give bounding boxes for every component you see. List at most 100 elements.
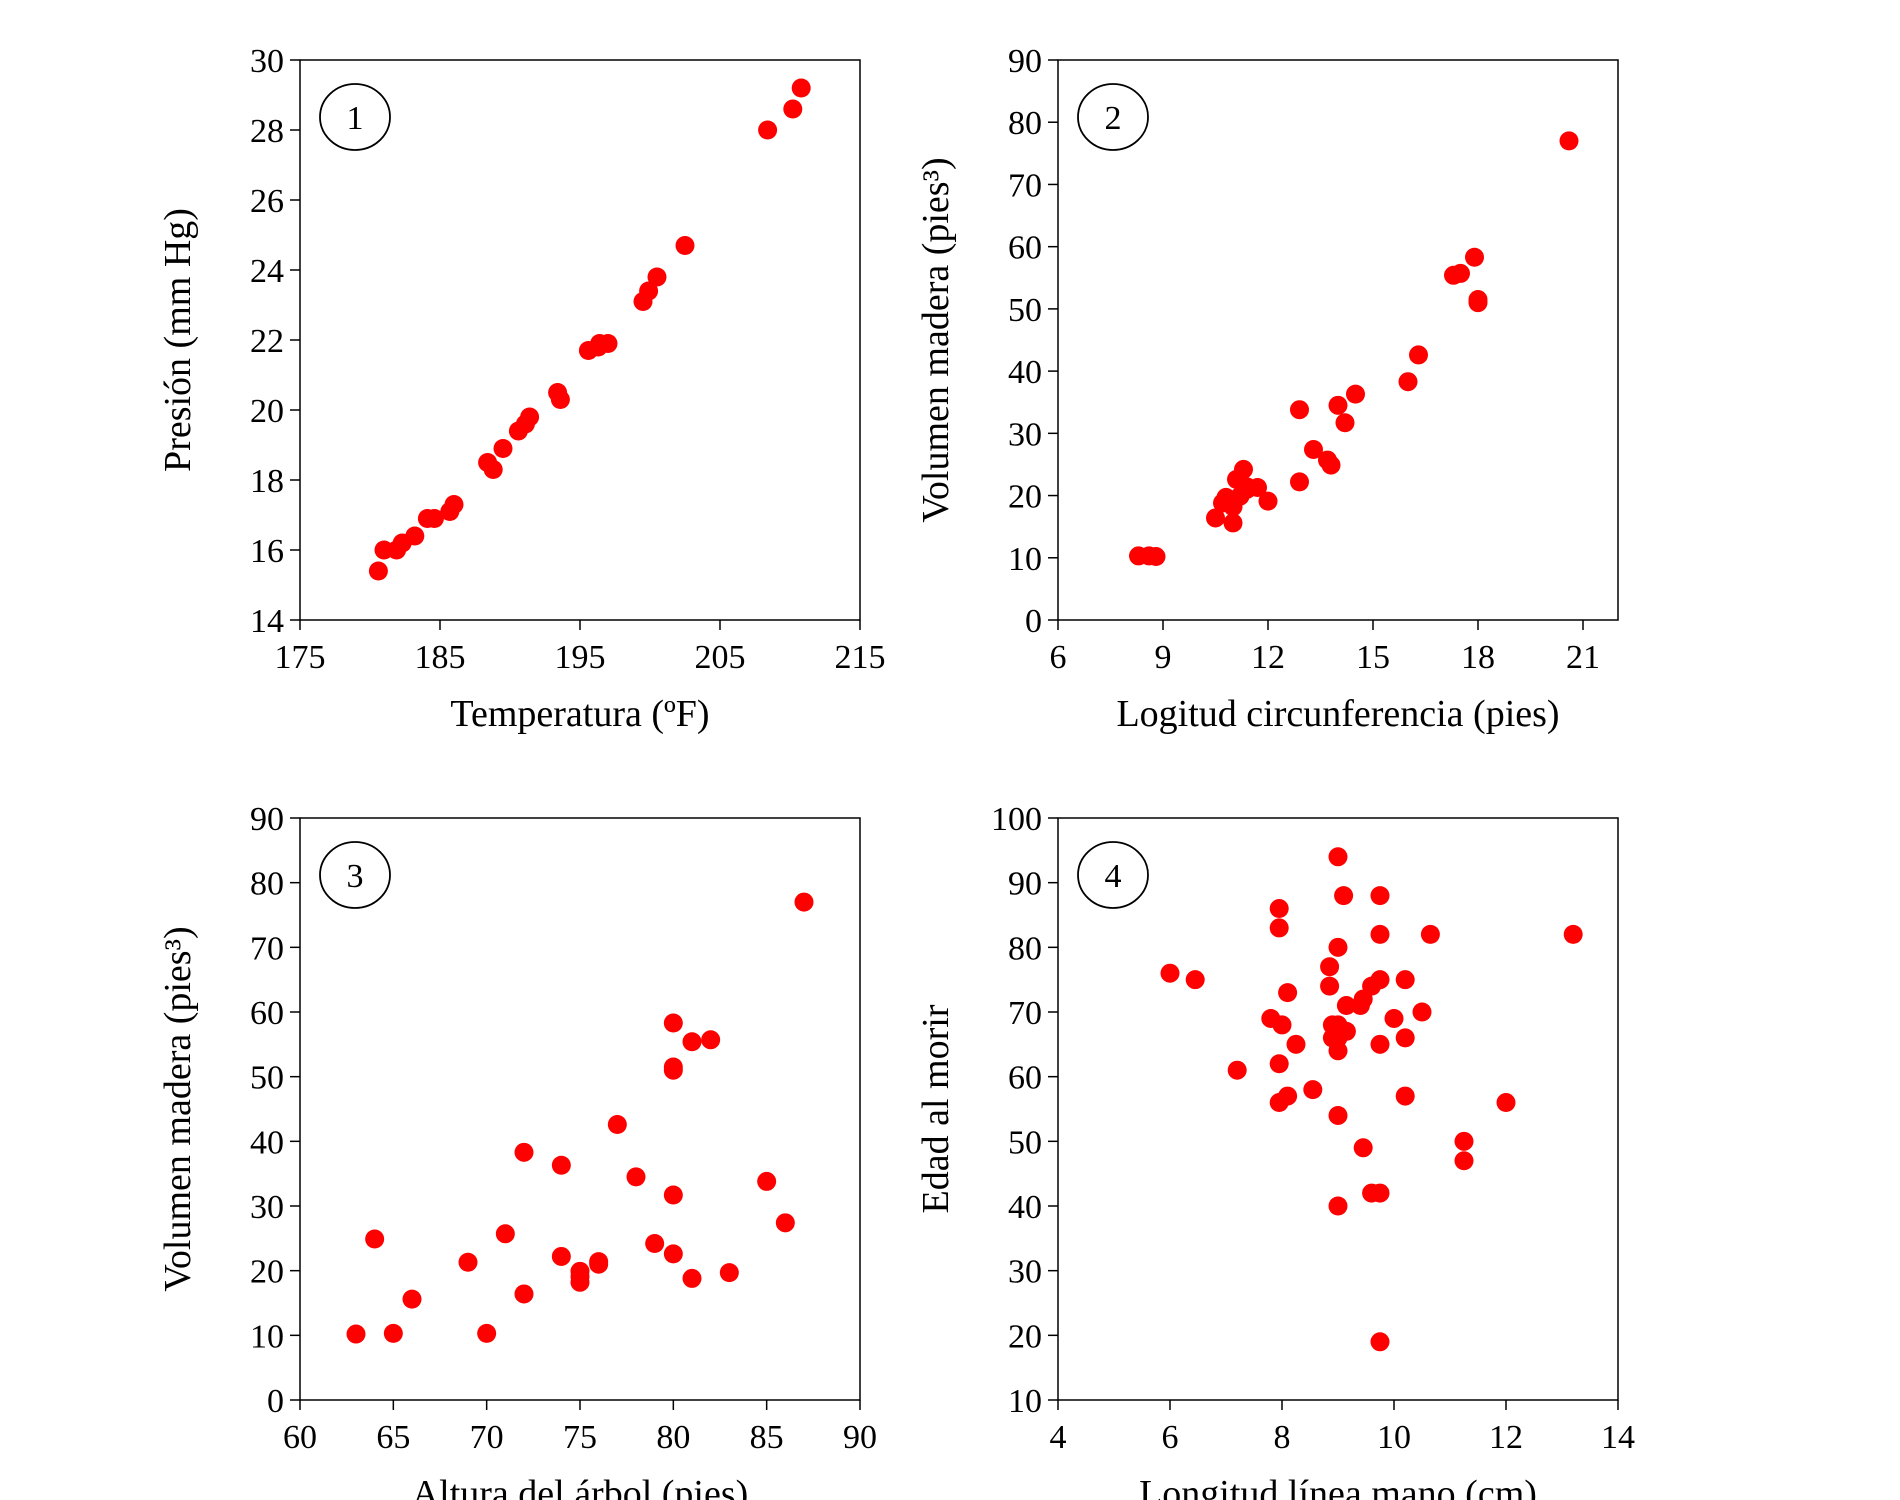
y-tick-label: 60 bbox=[250, 995, 284, 1032]
data-point bbox=[1328, 1196, 1348, 1216]
chart-panel-3: 60 65 70 75 80 85 90 0 10 20 30 40 50 60 70 80 90 Altura … bbox=[157, 801, 877, 1500]
y-tick-label: 60 bbox=[1008, 1060, 1042, 1097]
y-axis-title: Edad al morir bbox=[915, 1004, 957, 1213]
data-point bbox=[550, 390, 570, 409]
x-tick-label: 70 bbox=[470, 1419, 504, 1456]
plot-frame bbox=[299, 817, 861, 1401]
x-tick-label: 215 bbox=[835, 639, 886, 676]
y-tick-label: 50 bbox=[250, 1060, 284, 1097]
data-point bbox=[1328, 1105, 1348, 1125]
x-tick-label: 6 bbox=[1162, 1419, 1179, 1456]
data-point bbox=[570, 1266, 590, 1286]
y-tick-label: 90 bbox=[1008, 43, 1042, 80]
data-point bbox=[1286, 1034, 1306, 1054]
data-point bbox=[1269, 899, 1289, 919]
data-point bbox=[607, 1115, 627, 1135]
data-point bbox=[1412, 1002, 1432, 1022]
data-point bbox=[477, 1323, 497, 1343]
data-point bbox=[1303, 1080, 1323, 1100]
x-tick-label: 205 bbox=[695, 639, 746, 676]
data-point bbox=[1328, 937, 1348, 957]
y-tick-label: 20 bbox=[1008, 479, 1042, 516]
panel-badge-circle bbox=[1077, 83, 1149, 151]
data-point bbox=[444, 495, 464, 514]
data-point bbox=[1395, 970, 1415, 990]
x-tick-label: 12 bbox=[1489, 1419, 1523, 1456]
y-tick-label: 18 bbox=[250, 463, 284, 500]
data-point bbox=[1346, 384, 1365, 404]
data-point bbox=[458, 1252, 478, 1272]
y-tick-label: 26 bbox=[250, 183, 284, 220]
chart-panel-4: 4 6 8 10 12 14 10 20 30 40 50 60 70 80 90 100 Longitud l… bbox=[915, 801, 1635, 1500]
x-axis-title: Temperatura (ºF) bbox=[450, 693, 709, 735]
y-tick-label: 80 bbox=[1008, 930, 1042, 967]
data-point bbox=[1248, 477, 1267, 497]
y-tick-label: 20 bbox=[250, 1254, 284, 1291]
y-axis-title: Presión (mm Hg) bbox=[157, 208, 199, 472]
y-tick-label: 14 bbox=[250, 603, 284, 640]
chart-panel-1: 175 185 195 205 215 14 16 18 20 22 24 26 28 30 Tempera… bbox=[157, 43, 886, 735]
data-point bbox=[1206, 508, 1225, 528]
data-point bbox=[663, 1185, 683, 1205]
y-tick-label: 70 bbox=[1008, 995, 1042, 1032]
data-point bbox=[365, 1229, 385, 1249]
y-tick-label: 40 bbox=[1008, 354, 1042, 391]
panel-badge-circle bbox=[319, 83, 391, 151]
x-tick-label: 21 bbox=[1566, 639, 1600, 676]
data-point bbox=[589, 1252, 609, 1272]
data-point bbox=[495, 1224, 515, 1244]
y-tick-label: 30 bbox=[250, 1189, 284, 1226]
y-tick-label: 0 bbox=[1025, 603, 1042, 640]
data-point bbox=[791, 78, 811, 98]
y-tick-label: 50 bbox=[1008, 292, 1042, 329]
data-point bbox=[514, 1284, 534, 1304]
data-point bbox=[1370, 886, 1390, 906]
data-point bbox=[1328, 847, 1348, 867]
y-tick-label: 100 bbox=[991, 801, 1042, 838]
y-tick-label: 16 bbox=[250, 533, 284, 570]
data-point bbox=[1563, 924, 1583, 944]
y-tick-label: 30 bbox=[250, 43, 284, 80]
data-point bbox=[1350, 996, 1370, 1016]
data-point bbox=[551, 1246, 571, 1266]
data-point bbox=[1468, 293, 1488, 313]
x-tick-label: 185 bbox=[415, 639, 466, 676]
data-point bbox=[1290, 472, 1309, 492]
data-point bbox=[663, 1013, 683, 1033]
data-point bbox=[551, 1155, 571, 1175]
y-tick-label: 24 bbox=[250, 253, 284, 290]
data-point bbox=[675, 236, 695, 255]
data-point bbox=[1335, 413, 1355, 433]
plot-frame bbox=[1057, 59, 1619, 621]
data-point bbox=[647, 267, 667, 287]
y-tick-label: 22 bbox=[250, 323, 284, 360]
data-point bbox=[598, 334, 618, 353]
data-point bbox=[1398, 372, 1418, 392]
y-tick-label: 90 bbox=[1008, 866, 1042, 903]
data-point bbox=[1234, 459, 1253, 479]
x-tick-label: 6 bbox=[1050, 639, 1067, 676]
x-axis-title: Altura del árbol (pies) bbox=[412, 1473, 749, 1500]
data-point bbox=[1269, 1054, 1289, 1074]
data-point bbox=[1269, 1093, 1289, 1113]
x-tick-label: 10 bbox=[1377, 1419, 1411, 1456]
data-point bbox=[1370, 1183, 1390, 1203]
plot-frame bbox=[299, 59, 861, 621]
y-tick-label: 80 bbox=[250, 866, 284, 903]
data-point bbox=[368, 561, 388, 581]
y-tick-label: 0 bbox=[267, 1383, 284, 1420]
data-point bbox=[514, 1142, 534, 1162]
x-tick-label: 4 bbox=[1050, 1419, 1067, 1456]
y-tick-label: 28 bbox=[250, 113, 284, 150]
panel-badge-number: 3 bbox=[347, 858, 364, 895]
data-point bbox=[1454, 1151, 1474, 1171]
data-point bbox=[1227, 1060, 1247, 1080]
data-point bbox=[645, 1234, 665, 1254]
data-point bbox=[1370, 1034, 1390, 1054]
x-tick-label: 90 bbox=[843, 1419, 877, 1456]
data-point bbox=[757, 1171, 777, 1191]
data-point bbox=[783, 99, 803, 119]
data-point bbox=[346, 1324, 366, 1344]
y-tick-label: 10 bbox=[1008, 1383, 1042, 1420]
x-tick-label: 15 bbox=[1356, 639, 1390, 676]
